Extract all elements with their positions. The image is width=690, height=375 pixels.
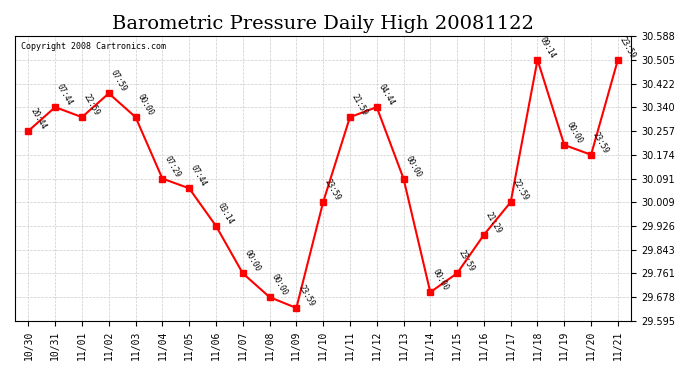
Text: 00:00: 00:00 [270, 273, 289, 297]
Text: 07:29: 07:29 [162, 154, 181, 178]
Text: 00:00: 00:00 [135, 93, 155, 117]
Text: 21:59: 21:59 [350, 93, 369, 117]
Text: 23:59: 23:59 [591, 130, 611, 155]
Text: 21:29: 21:29 [484, 210, 503, 235]
Text: Copyright 2008 Cartronics.com: Copyright 2008 Cartronics.com [21, 42, 166, 51]
Text: 09:14: 09:14 [538, 35, 557, 60]
Text: 00:00: 00:00 [243, 249, 262, 273]
Text: 00:00: 00:00 [404, 154, 423, 178]
Text: 22:59: 22:59 [82, 93, 101, 117]
Text: 23:59: 23:59 [296, 284, 316, 308]
Text: 20:44: 20:44 [28, 106, 48, 131]
Text: 03:14: 03:14 [216, 201, 235, 226]
Text: 07:59: 07:59 [109, 69, 128, 93]
Text: 23:59: 23:59 [323, 178, 342, 202]
Text: 00:00: 00:00 [564, 120, 584, 145]
Text: 04:44: 04:44 [377, 82, 396, 107]
Text: 23:59: 23:59 [618, 35, 638, 60]
Text: 07:44: 07:44 [189, 164, 208, 188]
Title: Barometric Pressure Daily High 20081122: Barometric Pressure Daily High 20081122 [112, 15, 534, 33]
Text: 23:59: 23:59 [457, 249, 477, 273]
Text: 22:59: 22:59 [511, 178, 530, 202]
Text: 00:00: 00:00 [431, 268, 450, 292]
Text: 07:44: 07:44 [55, 82, 75, 107]
